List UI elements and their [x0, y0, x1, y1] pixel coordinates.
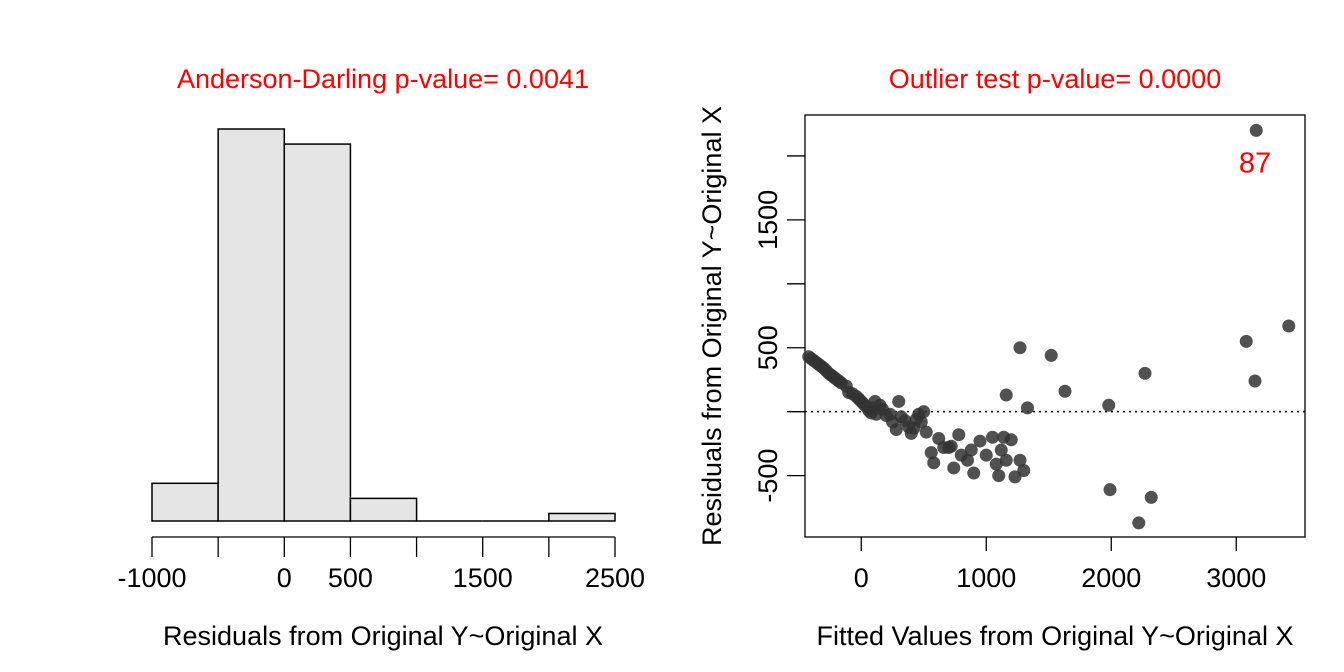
histogram-bar — [283, 143, 352, 522]
histogram-x-tick-label: -1000 — [117, 563, 186, 593]
scatter-title: Outlier test p-value= 0.0000 — [889, 64, 1221, 94]
scatter-point — [992, 469, 1006, 483]
scatter-plot-box — [804, 114, 1306, 538]
scatter-point — [986, 430, 999, 444]
scatter-annotations: 87 — [1239, 147, 1271, 179]
histogram-bar — [217, 128, 286, 522]
histogram-title: Anderson-Darling p-value= 0.0041 — [177, 64, 589, 94]
scatter-point — [999, 388, 1013, 402]
histogram-x-tick-label: 500 — [328, 563, 373, 593]
scatter-point — [961, 453, 974, 467]
outlier-label: 87 — [1239, 147, 1271, 179]
scatter-point — [994, 443, 1008, 457]
scatter-point — [947, 461, 961, 475]
scatter-point — [973, 434, 987, 448]
scatter-points — [802, 123, 1296, 530]
histogram-x-tick-label: 2500 — [585, 563, 645, 593]
histogram-x-axis: -1000 0 500 1500 2500 — [117, 536, 645, 593]
scatter-panel: Outlier test p-value= 0.0000 0 1000 2000 30… — [697, 64, 1306, 651]
scatter-y-tick-label: -500 — [753, 449, 783, 503]
scatter-point — [924, 446, 938, 460]
histogram-x-label: Residuals from Original Y~Original X — [163, 621, 603, 651]
scatter-point — [1102, 398, 1116, 412]
histogram-bar — [548, 512, 616, 522]
scatter-x-axis: 0 1000 2000 3000 — [854, 537, 1266, 593]
histogram-bar — [349, 497, 418, 522]
histogram-x-tick-label: 0 — [277, 563, 292, 593]
scatter-point — [889, 423, 903, 437]
scatter-x-label: Fitted Values from Original Y~Original X — [817, 621, 1294, 651]
scatter-point — [914, 415, 928, 429]
scatter-point — [979, 448, 993, 462]
scatter-x-tick-label: 0 — [854, 563, 869, 593]
scatter-point — [1013, 341, 1027, 355]
scatter-point — [1017, 464, 1031, 478]
scatter-point — [917, 405, 931, 419]
scatter-point — [964, 443, 978, 457]
scatter-point — [1103, 483, 1117, 497]
scatter-point — [999, 453, 1013, 467]
scatter-point — [989, 457, 1003, 471]
histogram-bar — [151, 482, 219, 522]
scatter-point — [944, 439, 958, 453]
scatter-point — [1021, 401, 1034, 415]
scatter-point — [1138, 366, 1152, 380]
scatter-y-label: Residuals from Original Y~Original X — [697, 106, 727, 546]
scatter-point — [1249, 123, 1263, 137]
histogram-bars — [151, 128, 616, 522]
scatter-point — [892, 394, 906, 408]
scatter-point — [919, 425, 933, 439]
scatter-point — [1044, 348, 1058, 362]
scatter-y-tick-label: 1500 — [753, 190, 783, 250]
scatter-point — [1004, 433, 1018, 447]
scatter-point — [1144, 490, 1158, 504]
scatter-point — [1013, 453, 1027, 467]
scatter-point — [1239, 334, 1253, 348]
scatter-x-tick-label: 3000 — [1206, 563, 1266, 593]
scatter-point — [1282, 319, 1296, 333]
scatter-point — [1248, 374, 1262, 388]
scatter-x-tick-label: 1000 — [956, 563, 1016, 593]
scatter-point — [1132, 516, 1146, 530]
scatter-point — [952, 428, 966, 442]
histogram-panel: Anderson-Darling p-value= 0.0041 -1000 0 5… — [117, 64, 645, 651]
scatter-y-tick-label: 500 — [753, 325, 783, 370]
scatter-point — [967, 466, 981, 480]
histogram-x-tick-label: 1500 — [453, 563, 513, 593]
scatter-point — [927, 456, 941, 470]
scatter-x-tick-label: 2000 — [1081, 563, 1141, 593]
scatter-point — [1058, 384, 1072, 398]
scatter-y-axis: -500 500 1500 — [753, 155, 805, 503]
